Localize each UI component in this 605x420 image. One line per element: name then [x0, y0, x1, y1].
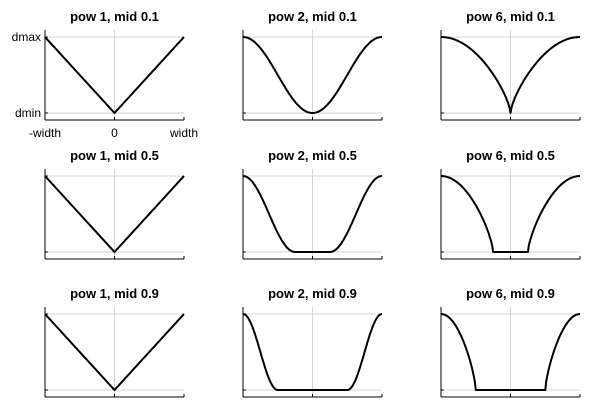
- subplot-title: pow 6, mid 0.5: [466, 148, 555, 163]
- x-tick-label: width: [169, 126, 198, 140]
- subplot-title: pow 6, mid 0.9: [466, 286, 555, 301]
- series-line: [440, 313, 581, 391]
- subplot-title: pow 2, mid 0.9: [268, 286, 357, 301]
- series-line: [440, 175, 581, 253]
- series-line: [242, 36, 383, 114]
- subplot-5: pow 2, mid 0.5: [242, 148, 383, 260]
- subplot-title: pow 1, mid 0.1: [70, 9, 159, 24]
- subplot-title: pow 2, mid 0.5: [268, 148, 357, 163]
- subplot-3: pow 6, mid 0.1: [440, 9, 581, 121]
- subplot-title: pow 1, mid 0.5: [70, 148, 159, 163]
- subplot-8: pow 2, mid 0.9: [242, 286, 383, 398]
- subplot-1: pow 1, mid 0.1 dmin dmax -width 0 width: [12, 9, 198, 140]
- series-line: [44, 313, 185, 391]
- subplot-4: pow 1, mid 0.5: [44, 148, 185, 260]
- series-line: [242, 313, 383, 391]
- subplot-7: pow 1, mid 0.9: [44, 286, 185, 398]
- subplot-6: pow 6, mid 0.5: [440, 148, 581, 260]
- series-line: [242, 175, 383, 253]
- subplot-title: pow 2, mid 0.1: [268, 9, 357, 24]
- subplot-9: pow 6, mid 0.9: [440, 286, 581, 398]
- y-tick-label: dmax: [12, 30, 41, 44]
- subplot-title: pow 1, mid 0.9: [70, 286, 159, 301]
- series-line: [44, 175, 185, 253]
- series-line: [440, 36, 581, 114]
- x-tick-label: -width: [29, 126, 61, 140]
- series-line: [44, 36, 185, 114]
- x-tick-label: 0: [111, 126, 118, 140]
- subplot-2: pow 2, mid 0.1: [242, 9, 383, 121]
- y-tick-label: dmin: [15, 106, 41, 120]
- subplot-title: pow 6, mid 0.1: [466, 9, 555, 24]
